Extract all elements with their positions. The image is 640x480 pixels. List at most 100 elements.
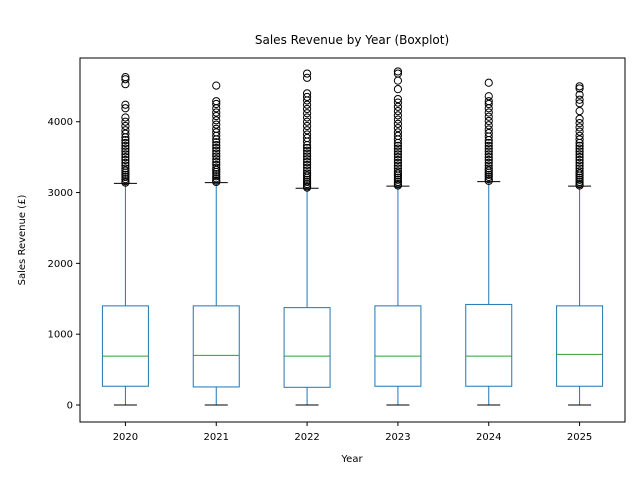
- outlier-point: [484, 172, 493, 182]
- outlier-point: [393, 124, 403, 133]
- outlier-point: [393, 173, 403, 182]
- outlier-point: [121, 158, 130, 167]
- chart-title: Sales Revenue by Year (Boxplot): [255, 33, 449, 47]
- outlier-point: [212, 111, 221, 121]
- outlier-point: [575, 150, 584, 159]
- outlier-point: [121, 144, 130, 153]
- outlier-point: [302, 69, 312, 78]
- outlier-point: [484, 164, 493, 173]
- outlier-point: [121, 170, 130, 179]
- outlier-point: [121, 153, 130, 162]
- outlier-point: [484, 161, 493, 170]
- box-2025: 2025: [556, 82, 604, 443]
- outlier-point: [302, 146, 312, 155]
- outlier-point: [484, 170, 493, 179]
- outlier-point: [212, 170, 221, 179]
- outlier-point: [484, 153, 493, 162]
- outlier-point: [212, 138, 221, 147]
- outlier-point: [121, 172, 130, 182]
- outlier-point: [302, 158, 312, 167]
- outlier-point: [393, 115, 403, 124]
- outlier-point: [302, 160, 312, 170]
- outlier-point: [212, 163, 221, 172]
- outlier-point: [121, 164, 130, 173]
- outlier-point: [121, 126, 130, 135]
- outlier-point: [484, 128, 493, 138]
- outlier-point: [393, 150, 403, 159]
- outlier-point: [484, 99, 493, 109]
- outlier-point: [575, 123, 584, 132]
- outlier-point: [212, 158, 221, 167]
- outlier-point: [121, 138, 130, 148]
- outlier-point: [393, 179, 403, 189]
- outlier-point: [393, 131, 403, 140]
- outlier-point: [121, 75, 130, 84]
- outlier-point: [212, 176, 221, 185]
- outlier-point: [575, 158, 584, 167]
- outlier-point: [575, 175, 584, 184]
- outlier-point: [302, 163, 312, 172]
- outlier-point: [121, 129, 130, 138]
- outlier-point: [575, 147, 584, 156]
- outlier-point: [575, 127, 584, 136]
- outlier-point: [393, 107, 403, 116]
- outlier-point: [302, 109, 312, 118]
- outlier-point: [393, 153, 403, 162]
- outlier-point: [393, 158, 403, 167]
- y-tick-label: 0: [67, 401, 73, 412]
- outlier-point: [484, 104, 493, 113]
- outlier-point: [302, 171, 312, 180]
- outlier-point: [302, 149, 312, 158]
- outlier-point: [212, 152, 221, 161]
- outlier-point: [121, 136, 130, 145]
- outlier-point: [575, 169, 584, 178]
- outlier-point: [484, 112, 493, 121]
- outlier-point: [575, 144, 584, 153]
- outlier-point: [302, 166, 312, 175]
- outlier-point: [302, 92, 312, 102]
- outlier-point: [393, 167, 403, 176]
- outlier-point: [212, 143, 221, 153]
- outlier-point: [575, 141, 584, 150]
- outlier-point: [212, 116, 221, 125]
- outlier-point: [575, 153, 584, 162]
- outlier-point: [121, 147, 130, 156]
- outlier-point: [302, 155, 312, 164]
- outlier-point: [393, 85, 403, 94]
- y-tick-label: 4000: [48, 117, 73, 128]
- outlier-point: [302, 117, 312, 126]
- iqr-box: [283, 307, 331, 388]
- outlier-point: [393, 144, 403, 153]
- iqr-box: [556, 305, 604, 387]
- outlier-point: [302, 121, 312, 131]
- outlier-point: [212, 160, 221, 170]
- outlier-point: [212, 124, 221, 133]
- outlier-point: [575, 173, 584, 182]
- outlier-point: [212, 172, 221, 181]
- outlier-point: [302, 133, 312, 143]
- outlier-point: [575, 179, 584, 189]
- outlier-point: [575, 95, 584, 104]
- outlier-point: [484, 174, 493, 184]
- outlier-point: [302, 104, 312, 114]
- outlier-point: [484, 155, 493, 165]
- y-axis-label: Sales Revenue (£): [17, 195, 28, 286]
- outlier-point: [212, 99, 221, 109]
- outlier-point: [575, 114, 584, 124]
- x-tick-label: 2022: [294, 432, 319, 443]
- box-2022: 2022: [283, 69, 331, 443]
- outlier-point: [393, 94, 403, 104]
- x-tick-label: 2025: [567, 432, 592, 443]
- y-tick-label: 1000: [48, 330, 73, 341]
- outlier-point: [302, 130, 312, 139]
- outlier-point: [302, 182, 312, 191]
- outlier-point: [484, 141, 493, 150]
- outlier-point: [212, 81, 221, 90]
- outlier-point: [302, 169, 312, 178]
- x-tick-label: 2020: [113, 432, 138, 443]
- outlier-point: [393, 169, 403, 178]
- outlier-point: [484, 116, 493, 126]
- outlier-point: [575, 164, 584, 173]
- outlier-point: [302, 179, 312, 189]
